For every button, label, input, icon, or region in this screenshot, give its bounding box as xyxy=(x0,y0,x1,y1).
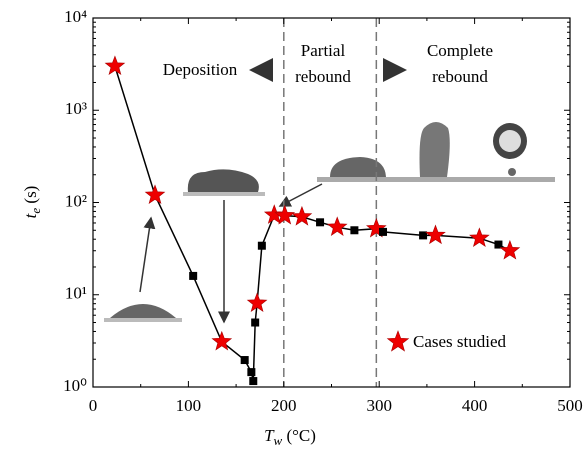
annotation: Partial xyxy=(301,41,346,60)
star-marker xyxy=(425,224,446,245)
annotation: Complete xyxy=(427,41,493,60)
square-marker xyxy=(350,226,359,235)
legend-marker xyxy=(386,330,410,352)
plot-frame xyxy=(92,17,571,388)
y-tick-label: 10¹ xyxy=(65,284,87,303)
square-marker xyxy=(189,271,198,280)
x-tick-label: 100 xyxy=(176,396,202,415)
pointer-arrow xyxy=(139,216,156,293)
x-tick-label: 400 xyxy=(462,396,488,415)
square-marker xyxy=(247,368,256,377)
x-label-unit: (°C) xyxy=(282,426,316,445)
star-marker xyxy=(263,204,285,224)
star-marker xyxy=(274,204,296,225)
square-marker xyxy=(240,356,249,365)
square-marker xyxy=(494,240,503,249)
square-marker xyxy=(251,318,260,327)
y-axis-label: te (s) xyxy=(21,186,43,219)
star-marker xyxy=(366,217,387,238)
legend-label: Cases studied xyxy=(413,332,507,351)
x-tick-label: 300 xyxy=(366,396,392,415)
star-marker xyxy=(144,184,166,204)
star-marker xyxy=(291,205,313,226)
x-tick-label: 200 xyxy=(271,396,297,415)
square-marker xyxy=(316,218,325,227)
square-marker xyxy=(249,377,258,386)
y-label-unit: (s) xyxy=(21,186,40,208)
y-tick-label: 10² xyxy=(65,191,87,210)
annotation: Deposition xyxy=(163,60,238,79)
x-label-subscript: w xyxy=(274,433,283,448)
annotation: rebound xyxy=(295,67,351,86)
x-tick-label: 500 xyxy=(557,396,583,415)
y-tick-label: 10⁰ xyxy=(63,376,87,395)
y-tick-label: 10⁴ xyxy=(64,7,87,26)
x-axis-label: Tw (°C) xyxy=(264,426,316,448)
annotation: rebound xyxy=(432,67,488,86)
star-marker xyxy=(211,330,233,351)
star-marker xyxy=(326,216,348,236)
square-marker xyxy=(419,231,428,240)
star-marker xyxy=(469,227,490,248)
x-tick-label: 0 xyxy=(89,396,98,415)
star-marker xyxy=(104,55,126,76)
y-tick-label: 10³ xyxy=(65,99,87,118)
star-marker xyxy=(499,239,521,260)
pointer-arrow xyxy=(278,183,323,207)
y-label-symbol: t xyxy=(21,212,40,218)
star-marker xyxy=(246,292,268,312)
square-marker xyxy=(257,241,266,250)
square-marker xyxy=(379,227,388,236)
y-label-subscript: e xyxy=(28,208,43,214)
x-label-symbol: T xyxy=(264,426,275,445)
inset-images xyxy=(104,122,555,322)
